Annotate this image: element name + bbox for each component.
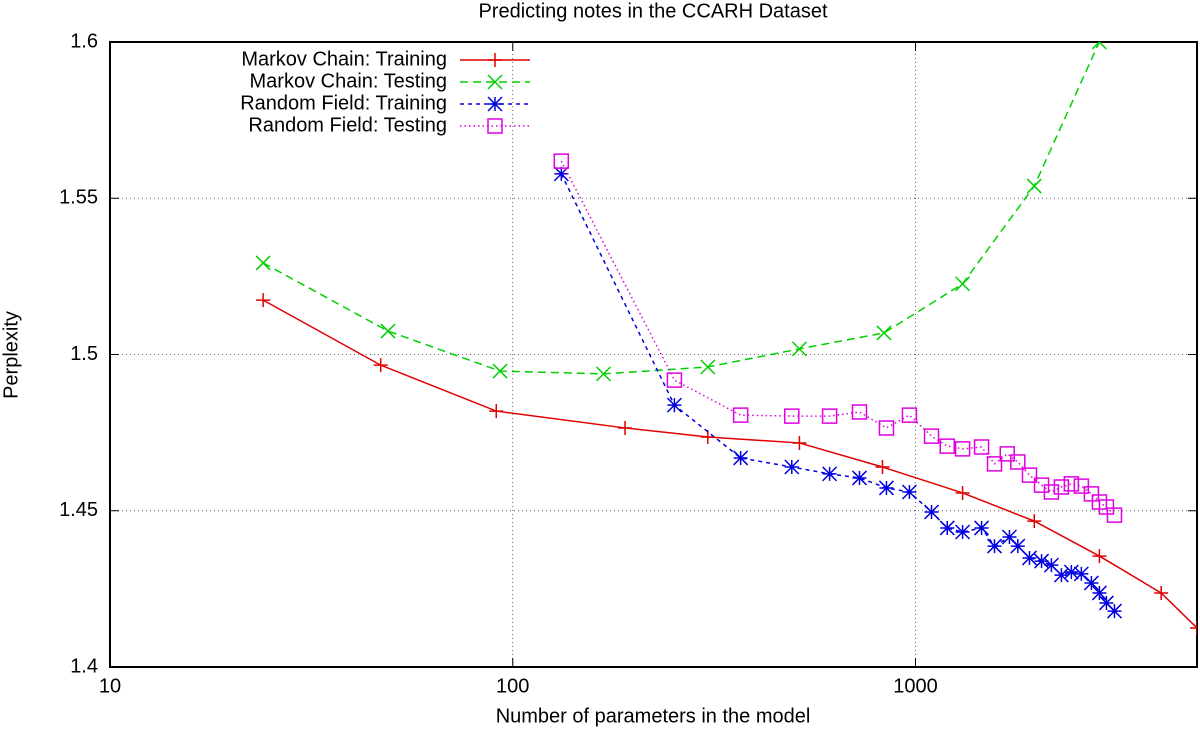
y-tick-label: 1.45 bbox=[59, 499, 98, 521]
data-point bbox=[876, 325, 892, 341]
legend-label: Random Field: Training bbox=[240, 92, 447, 114]
data-point bbox=[939, 438, 955, 454]
data-point bbox=[878, 480, 894, 496]
data-point bbox=[1043, 557, 1059, 573]
data-point bbox=[784, 459, 800, 475]
data-point bbox=[822, 466, 838, 482]
data-point bbox=[732, 407, 749, 423]
data-point bbox=[492, 363, 508, 379]
data-point bbox=[1001, 529, 1017, 545]
x-tick-label: 1000 bbox=[893, 675, 938, 697]
data-point bbox=[1021, 467, 1038, 483]
x-tick-label: 100 bbox=[496, 675, 529, 697]
data-point bbox=[489, 404, 504, 419]
data-point bbox=[821, 408, 838, 424]
y-tick-label: 1.4 bbox=[70, 655, 98, 677]
data-point bbox=[1010, 538, 1026, 554]
legend-marker bbox=[488, 53, 502, 67]
data-point bbox=[954, 441, 971, 457]
x-axis-label: Number of parameters in the model bbox=[496, 705, 811, 727]
series-line bbox=[262, 299, 1197, 629]
data-point bbox=[255, 255, 271, 271]
data-point bbox=[595, 366, 612, 382]
data-point bbox=[939, 520, 955, 536]
data-point bbox=[986, 456, 1003, 472]
data-point bbox=[1106, 603, 1122, 619]
data-point bbox=[666, 372, 683, 388]
data-point bbox=[666, 397, 682, 413]
legend-marker bbox=[487, 118, 503, 134]
data-point bbox=[999, 446, 1016, 462]
data-point bbox=[618, 420, 633, 435]
data-point bbox=[1073, 566, 1089, 582]
data-point bbox=[1091, 42, 1107, 50]
legend-label: Markov Chain: Testing bbox=[250, 70, 448, 92]
chart-title: Predicting notes in the CCARH Dataset bbox=[478, 0, 827, 22]
data-point bbox=[1021, 550, 1038, 566]
series-line bbox=[262, 42, 1100, 375]
data-point bbox=[1034, 553, 1050, 569]
data-point bbox=[955, 276, 971, 292]
data-point bbox=[1026, 178, 1042, 194]
data-point bbox=[1091, 494, 1108, 510]
data-point bbox=[1033, 477, 1050, 493]
plot-area bbox=[255, 42, 1197, 635]
data-point bbox=[923, 504, 940, 520]
data-point bbox=[1083, 575, 1099, 591]
data-point bbox=[553, 153, 570, 169]
data-point bbox=[1053, 567, 1069, 583]
x-tick-label: 10 bbox=[99, 675, 121, 697]
data-point bbox=[1091, 585, 1107, 601]
data-point bbox=[851, 404, 868, 420]
data-point bbox=[1027, 514, 1042, 529]
data-point bbox=[851, 470, 868, 486]
legend-label: Random Field: Testing bbox=[248, 114, 447, 136]
series-line bbox=[560, 173, 1115, 612]
data-point bbox=[955, 485, 970, 500]
legend-marker bbox=[487, 74, 503, 90]
data-point bbox=[784, 408, 800, 424]
data-point bbox=[380, 323, 396, 339]
data-point bbox=[553, 166, 569, 182]
data-point bbox=[1190, 620, 1197, 635]
data-point bbox=[1098, 595, 1114, 611]
data-point bbox=[1010, 454, 1026, 470]
series-line bbox=[560, 160, 1115, 516]
data-point bbox=[973, 439, 990, 455]
data-point bbox=[1098, 499, 1115, 515]
y-tick-label: 1.6 bbox=[70, 30, 98, 52]
data-point bbox=[791, 341, 807, 357]
data-point bbox=[1106, 507, 1123, 523]
data-point bbox=[875, 460, 890, 474]
data-point bbox=[923, 428, 940, 444]
y-axis-label: Perplexity bbox=[0, 311, 22, 399]
data-point bbox=[986, 538, 1003, 554]
data-point bbox=[1092, 549, 1107, 564]
data-point bbox=[901, 484, 917, 500]
data-point bbox=[1073, 478, 1090, 494]
data-point bbox=[955, 524, 971, 540]
data-point bbox=[878, 420, 895, 436]
data-point bbox=[901, 407, 918, 423]
y-tick-label: 1.55 bbox=[59, 187, 98, 209]
legend-marker bbox=[487, 96, 503, 112]
data-point bbox=[792, 435, 807, 450]
data-point bbox=[256, 293, 271, 308]
data-point bbox=[1063, 476, 1080, 492]
legend-label: Markov Chain: Training bbox=[241, 48, 447, 70]
data-point bbox=[700, 430, 715, 444]
data-point bbox=[700, 359, 716, 375]
y-tick-label: 1.5 bbox=[70, 343, 98, 365]
data-point bbox=[974, 520, 990, 536]
data-point bbox=[373, 358, 388, 373]
data-point bbox=[1063, 564, 1079, 580]
plot-frame bbox=[109, 41, 1198, 668]
data-point bbox=[1154, 585, 1169, 600]
data-point bbox=[733, 450, 749, 466]
data-point bbox=[1083, 486, 1100, 502]
